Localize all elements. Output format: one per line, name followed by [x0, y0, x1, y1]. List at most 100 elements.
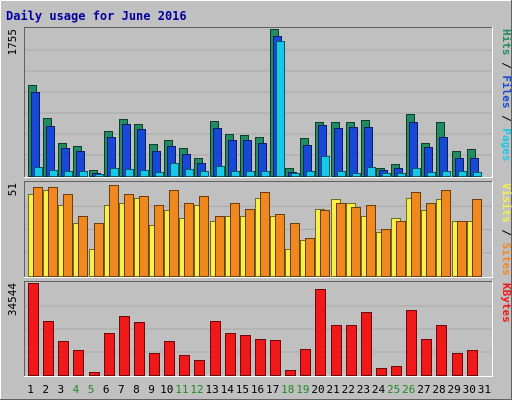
bar-pages-day-29 [458, 171, 467, 177]
bar-pages-day-14 [231, 171, 240, 177]
bar-pages-day-2 [49, 170, 58, 177]
bar-kbytes-day-2 [43, 321, 54, 376]
bar-pages-day-3 [64, 171, 73, 177]
legend-separator: / [500, 223, 512, 243]
bar-sites-day-25 [396, 221, 406, 277]
x-tick-label: 24 [372, 383, 386, 396]
bar-kbytes-day-17 [270, 340, 281, 376]
bar-pages-day-7 [125, 169, 134, 177]
bar-sites-day-23 [366, 205, 376, 277]
bar-sites-day-30 [472, 199, 482, 277]
bar-kbytes-day-25 [391, 366, 402, 376]
panel-visits-max-label: 51 [6, 183, 19, 196]
bar-kbytes-day-1 [28, 283, 39, 376]
legend-sites: Sites [500, 243, 512, 276]
bar-kbytes-day-28 [436, 325, 447, 376]
bar-kbytes-day-22 [346, 325, 357, 376]
panel-requests-max-label: 1755 [6, 29, 19, 56]
bar-files-day-7 [122, 124, 131, 177]
bar-kbytes-day-26 [406, 310, 417, 376]
x-tick-label: 22 [342, 383, 355, 396]
bar-pages-day-1 [34, 167, 43, 177]
x-tick-label: 9 [148, 383, 155, 396]
bar-pages-day-26 [412, 168, 421, 177]
x-axis: 1 2 3 4 5 6 7 8 9 10 11 12 13 14 15 16 17 18 19 20 21 22 23 24 2… [27, 383, 491, 396]
legend-pages: Pages [500, 128, 512, 161]
bar-sites-day-21 [336, 203, 346, 277]
bar-pages-day-28 [442, 171, 451, 177]
bar-files-day-2 [46, 126, 55, 177]
bar-pages-day-4 [79, 171, 88, 177]
bar-pages-day-23 [367, 167, 376, 177]
bar-files-day-8 [137, 129, 146, 177]
bar-sites-day-22 [351, 207, 361, 277]
panel-requests: 1755 Hits / Files / Pages [6, 27, 512, 178]
bar-pages-day-16 [261, 171, 270, 177]
bar-pages-day-20 [321, 156, 330, 177]
x-tick-label: 17 [266, 383, 279, 396]
bar-kbytes-day-14 [225, 333, 236, 376]
bar-kbytes-day-29 [452, 353, 463, 376]
x-tick-label: 11 [175, 383, 188, 396]
x-tick-label: 12 [190, 383, 203, 396]
x-tick-label: 16 [251, 383, 264, 396]
x-tick-label: 31 [478, 383, 491, 396]
bar-pages-day-21 [337, 171, 346, 177]
bar-sites-day-20 [320, 210, 330, 277]
legend-kbytes: KBytes [500, 283, 512, 323]
bar-sites-day-8 [139, 196, 149, 277]
x-tick-label: 8 [133, 383, 140, 396]
bar-kbytes-day-27 [421, 339, 432, 376]
legend-visits: Visits [500, 183, 512, 223]
bar-sites-day-5 [94, 223, 104, 277]
bar-kbytes-day-4 [73, 350, 84, 376]
x-tick-label: 5 [88, 383, 95, 396]
bar-kbytes-day-11 [179, 355, 190, 376]
x-tick-label: 23 [357, 383, 370, 396]
bar-kbytes-day-8 [134, 322, 145, 376]
bar-kbytes-day-15 [240, 335, 251, 376]
bar-kbytes-day-20 [315, 289, 326, 376]
x-tick-label: 2 [42, 383, 49, 396]
bar-kbytes-day-6 [104, 333, 115, 376]
bar-pages-day-22 [352, 173, 361, 177]
panel-kbytes-max-label: 34544 [6, 283, 19, 316]
bar-kbytes-day-21 [331, 325, 342, 376]
legend-separator: / [500, 109, 512, 129]
bar-sites-day-4 [78, 216, 88, 277]
x-tick-label: 3 [58, 383, 65, 396]
x-tick-label: 6 [103, 383, 110, 396]
bar-kbytes-day-10 [164, 341, 175, 376]
x-tick-label: 20 [311, 383, 324, 396]
legend-files: Files [500, 75, 512, 108]
bar-pages-day-10 [170, 163, 179, 177]
bar-kbytes-day-18 [285, 370, 296, 376]
bar-pages-day-8 [140, 170, 149, 177]
bar-sites-day-2 [48, 187, 58, 277]
bar-pages-day-5 [95, 174, 104, 177]
bar-sites-day-9 [154, 205, 164, 277]
bar-files-day-22 [349, 127, 358, 177]
bar-files-day-21 [334, 128, 343, 177]
bar-sites-day-19 [305, 238, 315, 277]
bar-pages-day-30 [473, 172, 482, 177]
bar-pages-day-17 [276, 41, 285, 177]
chart-title: Daily usage for June 2016 [6, 9, 187, 23]
bar-kbytes-day-9 [149, 353, 160, 376]
bar-kbytes-day-7 [119, 316, 130, 376]
x-tick-label: 13 [205, 383, 218, 396]
bar-kbytes-day-5 [89, 372, 100, 376]
bar-sites-day-28 [441, 190, 451, 277]
chart-panels: 1755 Hits / Files / Pages 51 Visits / Sites… [6, 27, 512, 377]
bar-pages-day-9 [155, 172, 164, 177]
bar-sites-day-7 [124, 194, 134, 277]
x-tick-label: 7 [118, 383, 125, 396]
panel-requests-legend: Hits / Files / Pages [500, 29, 512, 162]
bar-kbytes-day-16 [255, 339, 266, 376]
bar-sites-day-29 [457, 221, 467, 277]
x-tick-label: 19 [296, 383, 309, 396]
bar-sites-day-11 [184, 203, 194, 277]
bar-sites-day-13 [215, 216, 225, 277]
bar-kbytes-day-3 [58, 341, 69, 376]
